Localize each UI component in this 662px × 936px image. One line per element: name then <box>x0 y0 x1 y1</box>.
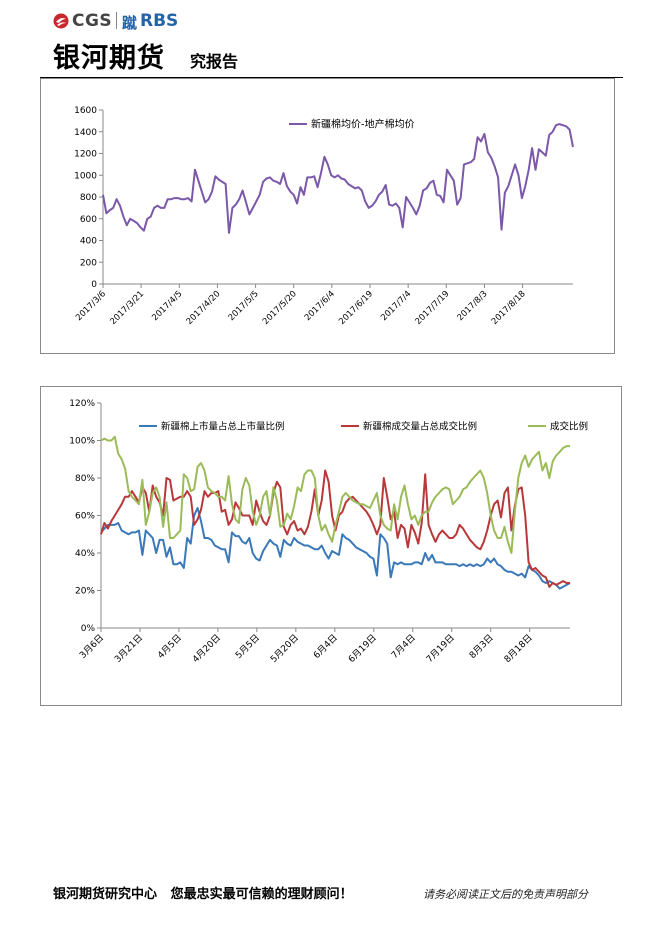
x-tick-label: 2017/5/5 <box>227 289 261 323</box>
x-tick-label: 7月4日 <box>389 632 418 661</box>
x-tick-label: 4月20日 <box>190 632 223 665</box>
y-tick-label: 1600 <box>74 106 97 116</box>
y-tick-label: 80% <box>75 474 95 484</box>
x-tick-label: 7月19日 <box>424 632 457 665</box>
y-tick-label: 40% <box>75 549 95 559</box>
y-tick-label: 60% <box>75 512 95 522</box>
x-tick-label: 2017/3/6 <box>74 289 108 323</box>
header-divider <box>40 77 623 78</box>
x-tick-label: 2017/4/20 <box>185 289 223 327</box>
x-tick-label: 6月19日 <box>346 632 379 665</box>
x-tick-label: 2017/5/20 <box>261 289 299 327</box>
x-tick-label: 2017/3/21 <box>108 289 146 327</box>
y-tick-label: 1200 <box>74 150 97 160</box>
legend-label-1: 新疆棉上市量占总上市量比例 <box>161 421 285 433</box>
legend-label-3: 成交比例 <box>550 421 588 433</box>
x-tick-label: 2017/7/19 <box>414 289 452 327</box>
logo-divider <box>116 12 117 29</box>
y-tick-label: 0 <box>91 280 97 290</box>
footer-slogan: 银河期货研究中心 您最忠实最可信赖的理财顾问！ <box>53 887 353 902</box>
y-tick-label: 1000 <box>74 171 97 181</box>
x-tick-label: 6月4日 <box>311 632 340 661</box>
x-tick-label: 2017/8/18 <box>490 289 528 327</box>
ratio-chart: 0% 20% 40% 60% 80% 100% 120% 3月6日 3月21日 4月5日 4月20日… <box>40 386 622 706</box>
x-tick-label: 2017/4/5 <box>150 289 184 323</box>
rbs-logo-icon: 蹴 <box>122 14 138 32</box>
series-line-1 <box>100 507 571 590</box>
y-tick-label: 400 <box>80 237 97 247</box>
x-tick-label: 3月6日 <box>78 632 107 661</box>
series-line-3 <box>100 435 570 554</box>
footer-disclaimer-note: 请务必阅读正文后的免责声明部分 <box>423 888 588 901</box>
spread-chart: 0 200 400 600 800 1000 1200 1400 1600 2017/3/6 201… <box>40 78 615 354</box>
y-tick-label: 120% <box>69 399 95 409</box>
series-line-1 <box>102 123 574 234</box>
y-tick-label: 600 <box>80 215 97 225</box>
cgs-logo-icon <box>53 13 69 29</box>
logo-rbs-text: RBS <box>140 11 179 31</box>
x-tick-label: 8月3日 <box>467 632 496 661</box>
y-tick-label: 0% <box>81 624 96 634</box>
ratio-chart-plot: 0% 20% 40% 60% 80% 100% 120% 3月6日 3月21日 4月5日 4月20日… <box>69 399 588 665</box>
logo-cgs-text: CGS <box>72 11 113 31</box>
x-tick-label: 4月5日 <box>155 632 184 661</box>
x-tick-label: 5月20日 <box>268 632 301 665</box>
y-tick-label: 200 <box>80 258 97 268</box>
x-tick-label: 2017/6/4 <box>303 289 337 323</box>
x-tick-label: 2017/8/3 <box>455 289 489 323</box>
legend-label-2: 新疆棉成交量占总成交比例 <box>363 421 477 433</box>
report-type: 究报告 <box>190 52 239 71</box>
series-line-2 <box>100 469 570 588</box>
y-tick-label: 100% <box>69 437 95 447</box>
company-name: 银河期货 <box>53 43 165 74</box>
y-tick-label: 800 <box>80 193 97 203</box>
legend-label-1: 新疆棉均价-地产棉均价 <box>311 118 415 131</box>
x-tick-label: 3月21日 <box>112 632 145 665</box>
x-tick-label: 2017/6/19 <box>337 289 375 327</box>
y-tick-label: 1400 <box>74 128 97 138</box>
x-tick-label: 5月5日 <box>233 632 262 661</box>
x-tick-label: 2017/7/4 <box>379 289 413 323</box>
x-tick-label: 8月18日 <box>502 632 535 665</box>
y-tick-label: 20% <box>75 587 95 597</box>
page-header: CGS 蹴 RBS 银河期货 究报告 <box>0 0 662 80</box>
